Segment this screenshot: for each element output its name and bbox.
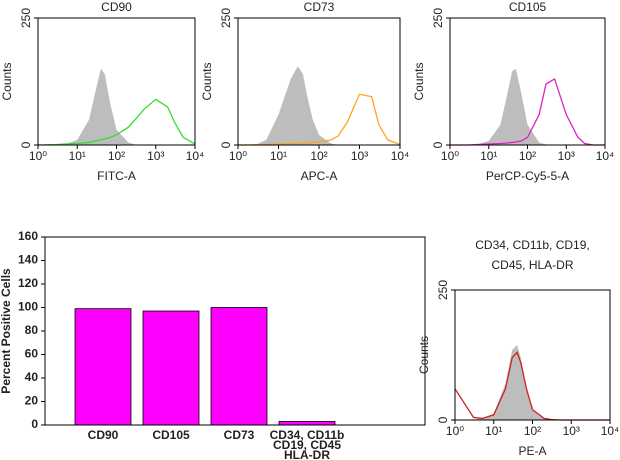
x-tick-label: 10¹ [485,424,502,438]
bar [142,310,200,426]
x-tick-label: 10² [524,424,541,438]
y-axis-label: Counts [412,62,426,100]
y-axis-label: Counts [417,336,431,374]
y-tick-label: 250 [19,8,33,28]
x-tick-label: 10² [310,149,327,163]
x-tick-label: CD90 [88,428,119,442]
y-tick-label: 80 [25,323,39,337]
chart-title: CD34, CD11b, CD19, CD45, HLA-DR [475,238,590,272]
y-tick-label: 0 [431,141,445,148]
x-tick-label: 10⁰ [229,149,247,163]
y-tick-label: 120 [18,276,38,290]
x-tick-label: 10³ [351,149,368,163]
y-axis-label: Percent Positive Cells [0,268,13,394]
y-tick-label: 0 [31,417,38,431]
x-tick-label: CD34, CD11b CD19, CD45 HLA-DR [270,428,345,460]
histogram-line [37,98,196,146]
x-tick-label: 10⁴ [596,149,615,163]
bar [278,421,336,426]
plot-frame [237,17,401,146]
x-tick-label: 10⁴ [186,149,205,163]
x-tick-label: 10³ [563,424,580,438]
x-tick-label: 10⁴ [601,424,620,438]
isotype-area [38,68,195,145]
x-axis-label: APC-A [301,169,338,183]
x-axis-label: PE-A [518,444,546,458]
y-tick-label: 250 [431,8,445,28]
y-tick-label: 250 [436,280,450,300]
y-tick-label: 140 [18,253,38,267]
plot-frame [44,236,426,426]
y-axis-label: Counts [0,62,14,100]
x-tick-label: 10¹ [480,149,497,163]
x-tick-label: 10³ [147,149,164,163]
x-tick-label: 10⁰ [446,424,464,438]
x-tick-label: 10² [519,149,536,163]
y-tick-label: 100 [18,300,38,314]
y-tick-label: 0 [19,141,33,148]
x-tick-label: 10² [108,149,125,163]
plot-frame [454,289,611,421]
histogram-line [454,351,610,421]
chart-title: CD105 [509,0,547,14]
y-tick-label: 40 [25,370,39,384]
x-tick-label: 10¹ [69,149,86,163]
x-axis-label: FITC-A [97,169,136,183]
y-tick-label: 20 [25,394,39,408]
y-tick-label: 0 [219,141,233,148]
bar [74,308,132,426]
x-tick-label: 10⁰ [29,149,47,163]
y-axis-label: Counts [200,62,214,100]
chart-title: CD73 [304,0,335,14]
plot-frame [37,17,196,146]
chart-title: CD90 [101,0,132,14]
y-tick-label: 160 [18,229,38,243]
y-tick-label: 250 [219,8,233,28]
x-tick-label: CD105 [152,428,190,442]
x-tick-label: 10⁴ [391,149,410,163]
isotype-area [238,66,400,145]
histogram-line [450,77,605,146]
x-axis-label: PerCP-Cy5-5-A [486,169,569,183]
x-tick-label: 10³ [558,149,575,163]
y-tick-label: 60 [25,347,39,361]
x-tick-label: 10⁰ [441,149,459,163]
y-tick-label: 0 [436,416,450,423]
isotype-area [450,68,605,145]
bar [210,307,268,426]
x-tick-label: 10¹ [270,149,287,163]
x-tick-label: CD73 [224,428,255,442]
histogram-line [238,93,401,146]
